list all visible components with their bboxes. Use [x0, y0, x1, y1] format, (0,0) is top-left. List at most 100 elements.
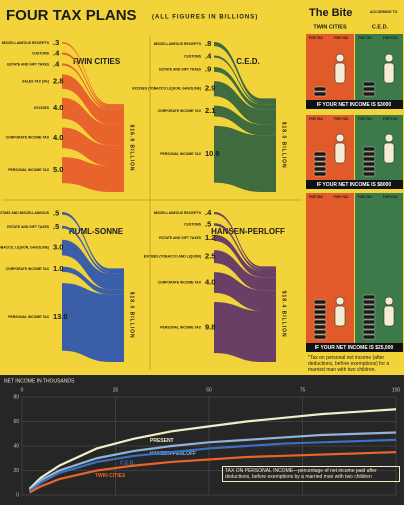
coin	[313, 299, 327, 305]
series-label: TWIN CITIES	[95, 473, 126, 479]
value-label: 4.0	[53, 103, 63, 112]
x-tick-label: 75	[300, 387, 306, 393]
coin	[313, 334, 327, 340]
value-label: 10.9	[205, 149, 220, 158]
panel-title: C.E.D.	[236, 57, 260, 66]
flow-band	[62, 127, 124, 166]
coin	[313, 329, 327, 335]
coin	[362, 86, 376, 92]
for-tax: FOR TAX	[358, 36, 373, 40]
value-label: .9	[205, 64, 211, 73]
series-label: C.E.D.	[120, 460, 135, 466]
value-label: .8	[205, 39, 211, 48]
coin	[362, 319, 376, 325]
category-label: PERSONAL INCOME TAX	[160, 325, 201, 329]
category-label: EXCISES (TOBACCO LIQUOR, GASOLINE)	[132, 87, 201, 91]
value-label: .4	[205, 208, 212, 217]
y-tick-label: 60	[13, 419, 19, 425]
figure-body	[383, 62, 395, 84]
value-label: 4.0	[205, 278, 215, 287]
panel-title: TWIN CITIES	[72, 57, 121, 66]
coin	[313, 86, 327, 92]
y-tick-label: 80	[13, 394, 19, 400]
category-label: CUSTOMS	[184, 222, 202, 226]
x-tick-label: 0	[21, 387, 24, 393]
total-label: $18.4 BILLION	[281, 291, 287, 338]
coin	[362, 329, 376, 335]
income-label: IF YOUR NET INCOME IS $25,000	[315, 345, 394, 351]
flow-band	[62, 42, 124, 106]
figure-head	[384, 296, 394, 306]
income-label: IF YOUR NET INCOME IS $3000	[317, 102, 392, 108]
coin	[362, 309, 376, 315]
line-panel-bg	[0, 375, 404, 505]
income-banner	[306, 100, 403, 109]
x-tick-label: 50	[206, 387, 212, 393]
x-tick-label: 100	[392, 387, 401, 393]
category-label: EXCISES (TOBACCO AND LIQUOR)	[144, 254, 201, 258]
coin	[313, 304, 327, 310]
flow-band	[62, 239, 124, 290]
value-label: .5	[205, 219, 211, 228]
for-you: FOR YOU	[334, 36, 349, 40]
flow-band	[214, 105, 276, 136]
coin	[313, 324, 327, 330]
total-label: $18.0 BILLION	[129, 292, 135, 339]
for-you: FOR YOU	[383, 117, 398, 121]
flow-band	[214, 272, 276, 312]
figure-body	[383, 305, 395, 327]
coin	[362, 166, 376, 172]
category-label: CUSTOMS AND MISCELLANEOUS	[0, 211, 50, 215]
category-label: MISCELLANEOUS RECEIPTS	[154, 42, 202, 46]
flow-band	[214, 301, 276, 362]
bite-cell	[306, 34, 354, 100]
main-title: FOUR TAX PLANS	[6, 7, 137, 24]
category-label: SALES TAX (3%)	[22, 80, 49, 84]
bite-footnote: *Tax on personal net income (after deduc…	[308, 355, 390, 373]
category-label: ESTATE AND GIFT TAXES	[159, 236, 201, 240]
coin	[362, 171, 376, 177]
flow-band	[62, 97, 124, 146]
coin	[313, 314, 327, 320]
income-banner	[306, 343, 403, 352]
value-label: .4	[53, 59, 60, 68]
for-tax: FOR TAX	[309, 195, 324, 199]
coin	[362, 294, 376, 300]
value-label: .5	[53, 208, 59, 217]
coin	[313, 309, 327, 315]
category-label: CORPORATE INCOME TAX	[6, 136, 50, 140]
flow-band	[62, 157, 124, 192]
coin	[313, 161, 327, 167]
x-axis-label: NET INCOME IN THOUSANDS	[4, 378, 75, 384]
coin	[362, 81, 376, 87]
figure-body	[334, 305, 346, 327]
series-label: HANSEN-PERLOFF	[150, 451, 196, 457]
value-label: .4	[53, 48, 60, 57]
coin	[362, 324, 376, 330]
category-label: EXCISES	[34, 106, 49, 110]
category-label: ESTATE AND GIFT TAXES	[159, 67, 201, 71]
panel-title: HANSEN-PERLOFF	[211, 227, 285, 236]
bite-cell	[355, 193, 403, 343]
value-label: .5	[53, 222, 59, 231]
coin	[362, 146, 376, 152]
series-line	[28, 438, 397, 493]
coin	[313, 156, 327, 162]
total-label: $18.0 BILLION	[281, 122, 287, 169]
figure-body	[334, 62, 346, 84]
bite-column: C.E.D.	[372, 24, 389, 30]
income-label: IF YOUR NET INCOME IS $8000	[317, 182, 392, 188]
total-label: $16.9 BILLION	[129, 125, 135, 172]
coin	[313, 171, 327, 177]
category-label: ESTATE AND GIFT TAXES	[7, 62, 49, 66]
flow-band	[62, 283, 124, 362]
value-label: 1.2	[205, 233, 215, 242]
value-label: 2.8	[53, 77, 63, 86]
category-label: PERSONAL INCOME TAX	[8, 168, 49, 172]
coin	[313, 151, 327, 157]
figure-body	[383, 142, 395, 164]
coin	[362, 161, 376, 167]
bite-column: TWIN CITIES	[313, 24, 347, 30]
figure-body	[334, 142, 346, 164]
